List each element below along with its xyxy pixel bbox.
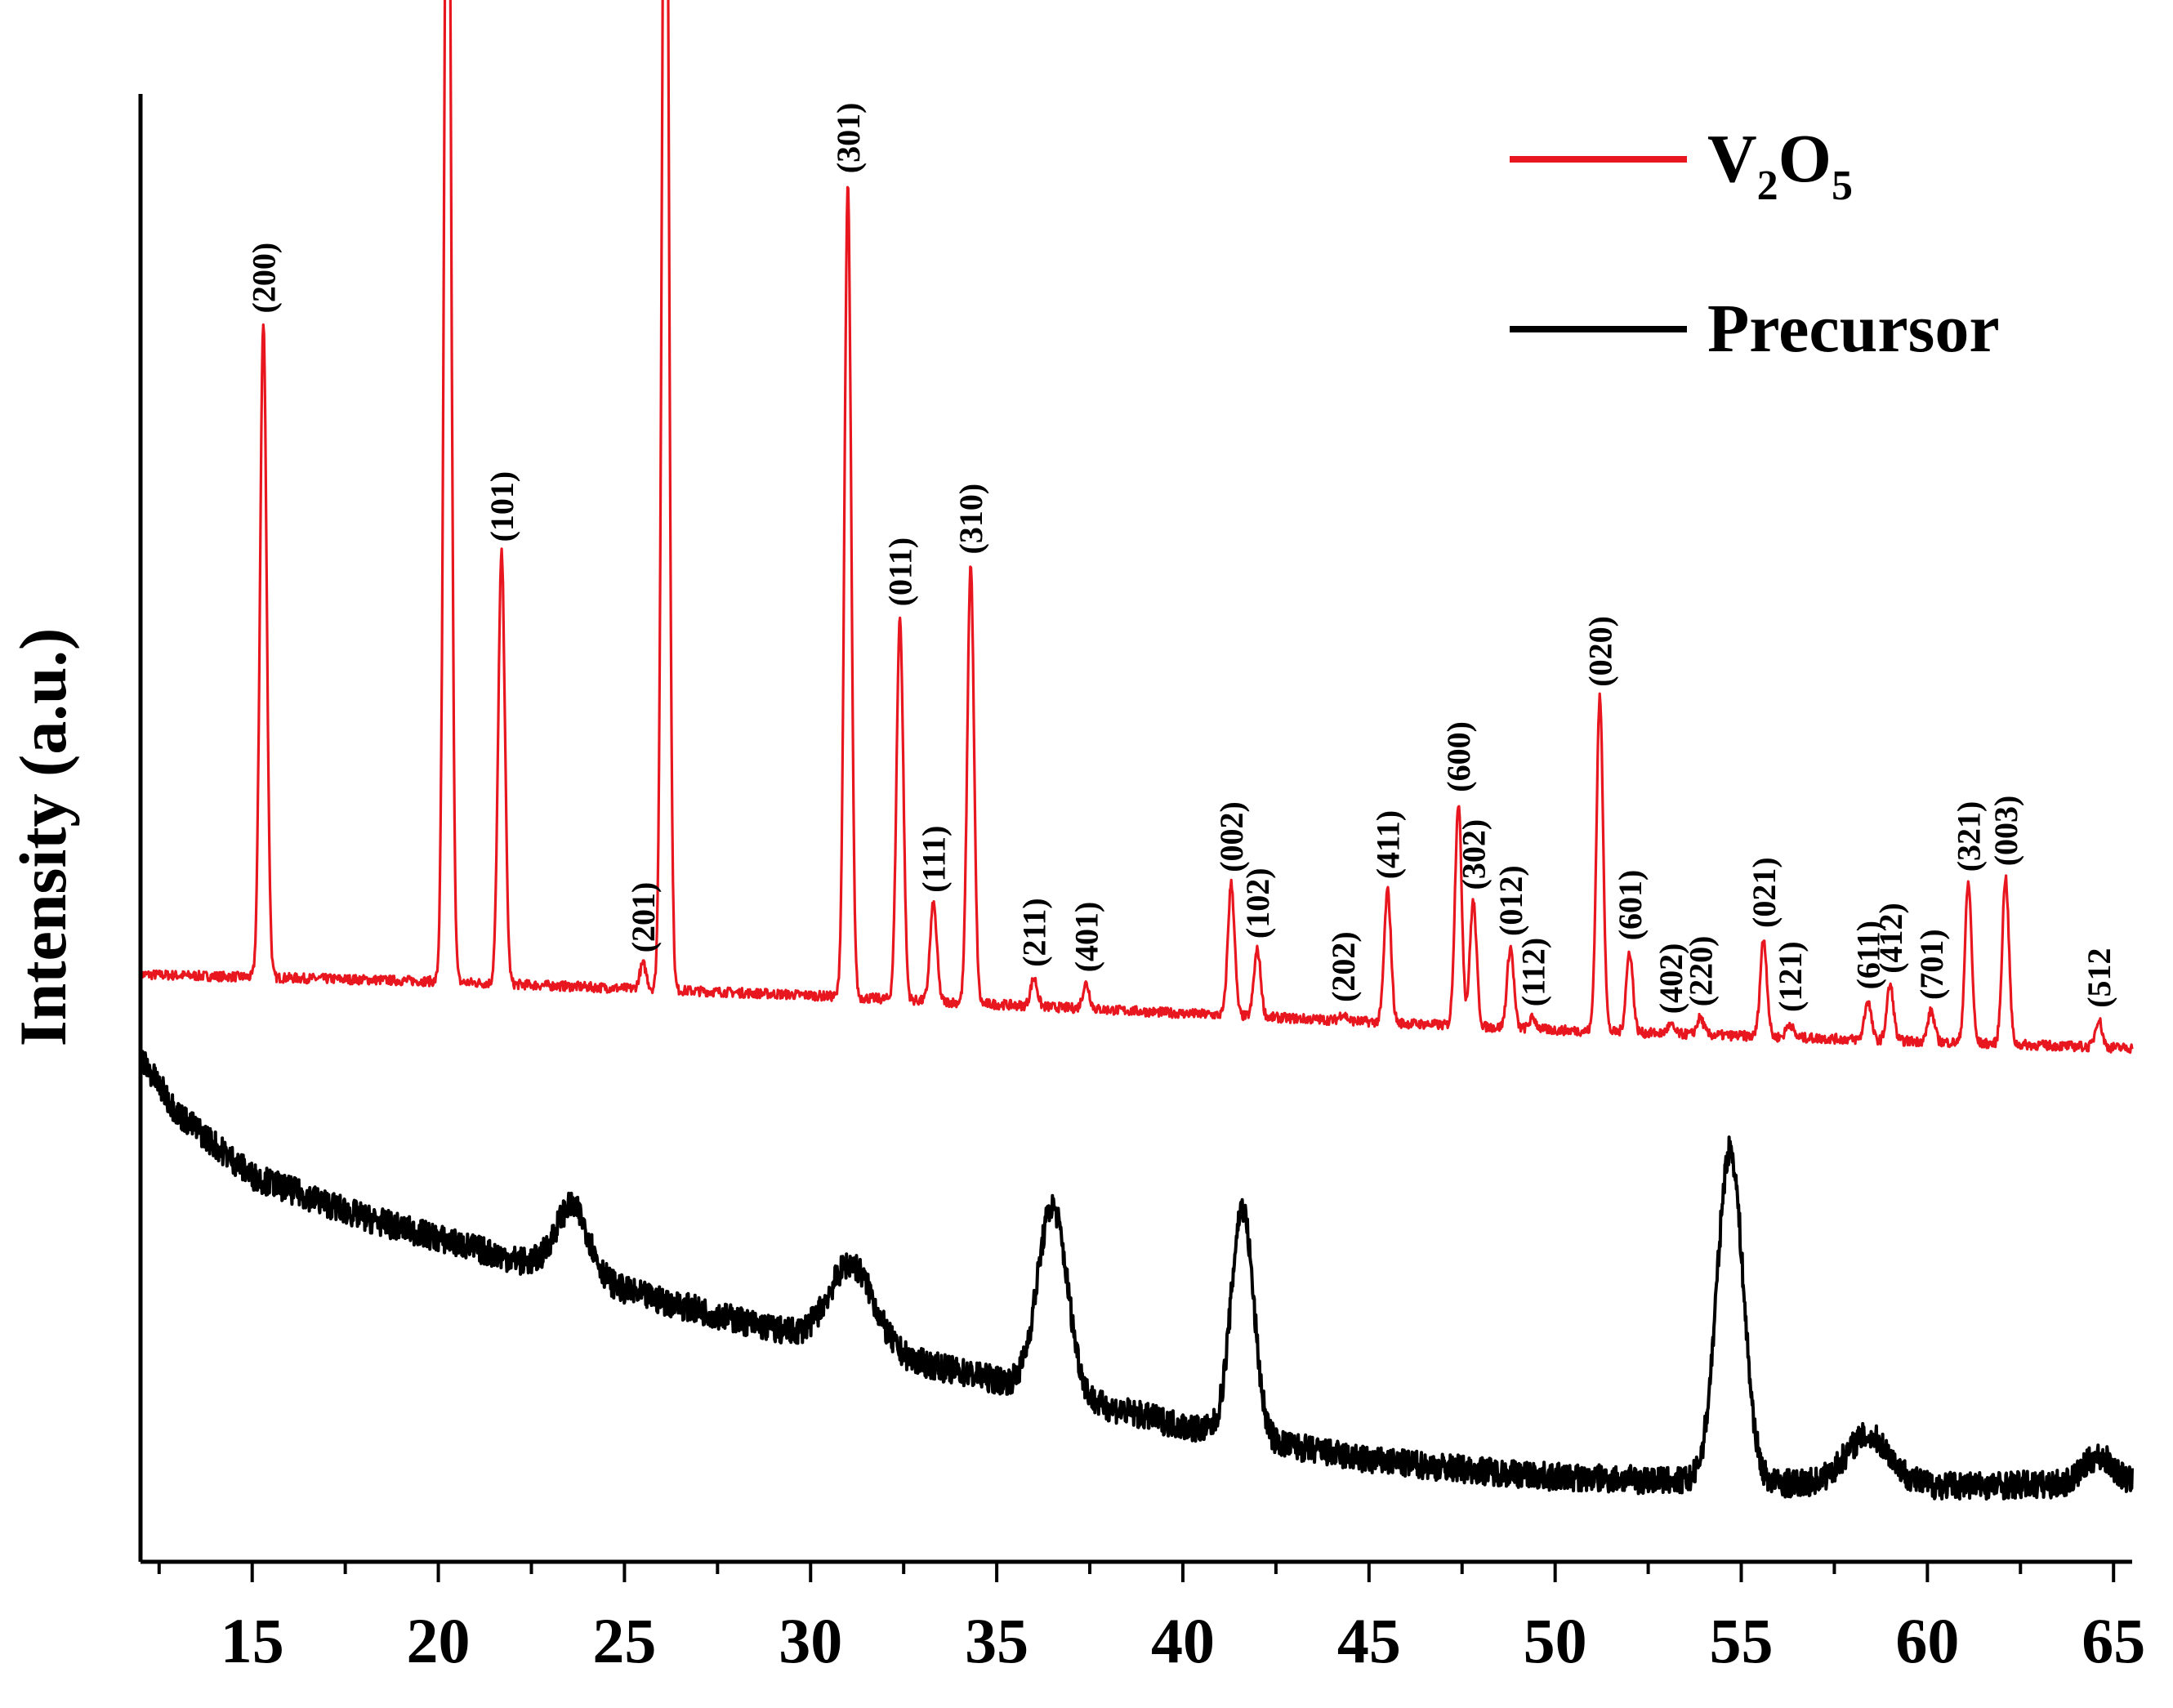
- x-tick-label: 35: [965, 1605, 1028, 1676]
- x-tick-label: 60: [1895, 1605, 1959, 1676]
- x-tick-group: 15 20 25 30 35 40 45 50 55 60 65: [157, 1562, 2145, 1676]
- peak-label: (402): [1653, 943, 1689, 1015]
- x-tick-label: 45: [1337, 1605, 1401, 1676]
- peak-label: (101): [484, 471, 520, 542]
- series-line-v2o5: [139, 0, 2134, 1055]
- peak-label: (201): [625, 882, 662, 953]
- peak-label: (310): [953, 484, 989, 555]
- peak-label: (011): [882, 537, 919, 606]
- legend-label-precursor: Precursor: [1707, 291, 2000, 367]
- series-line-precursor: [139, 1050, 2134, 1501]
- peak-label: (701): [1913, 929, 1950, 1000]
- peak-label: (112): [1515, 938, 1551, 1006]
- peak-label: (012): [1493, 865, 1529, 936]
- peak-label: (111): [916, 826, 953, 893]
- peak-label: (301): [830, 103, 867, 174]
- peak-label: (411): [1370, 810, 1407, 879]
- peak-label: (121): [1772, 941, 1809, 1012]
- peak-label: (302): [1455, 819, 1492, 890]
- peak-label: (021): [1746, 857, 1783, 928]
- legend: V2O5 Precursor: [1510, 121, 2000, 367]
- peak-label: (202): [1325, 931, 1362, 1002]
- x-tick-label: 25: [592, 1605, 656, 1676]
- peak-label: (220): [1682, 936, 1719, 1007]
- peak-label: (512: [2081, 948, 2117, 1007]
- peak-label: (601): [1612, 870, 1649, 941]
- peak-label: (412): [1872, 903, 1909, 974]
- x-tick-label: 65: [2082, 1605, 2145, 1676]
- peak-label: (002): [1213, 801, 1250, 872]
- peak-label: (321): [1951, 801, 1988, 872]
- x-tick-label: 30: [779, 1605, 842, 1676]
- y-axis-label: Intensity (a.u.): [6, 628, 80, 1047]
- series-group: [139, 0, 2134, 1501]
- x-tick-label: 20: [407, 1605, 471, 1676]
- x-tick-label: 15: [221, 1605, 284, 1676]
- peak-label: (401): [1069, 902, 1105, 973]
- peak-label-group: (200)(001)(101)(201)(110)(301)(011)(111)…: [245, 103, 2117, 1015]
- x-tick-label: 50: [1524, 1605, 1587, 1676]
- peak-label: (020): [1582, 616, 1618, 687]
- peak-label: (200): [245, 243, 282, 314]
- peak-label: (211): [1016, 898, 1053, 966]
- peak-label: (102): [1239, 867, 1276, 939]
- peak-label: (003): [1988, 796, 2024, 867]
- x-tick-label: 55: [1710, 1605, 1774, 1676]
- peak-label: (611): [1850, 921, 1887, 989]
- legend-label-v2o5: V2O5: [1707, 121, 1853, 209]
- peak-label: (600): [1440, 721, 1477, 792]
- x-tick-label: 40: [1151, 1605, 1215, 1676]
